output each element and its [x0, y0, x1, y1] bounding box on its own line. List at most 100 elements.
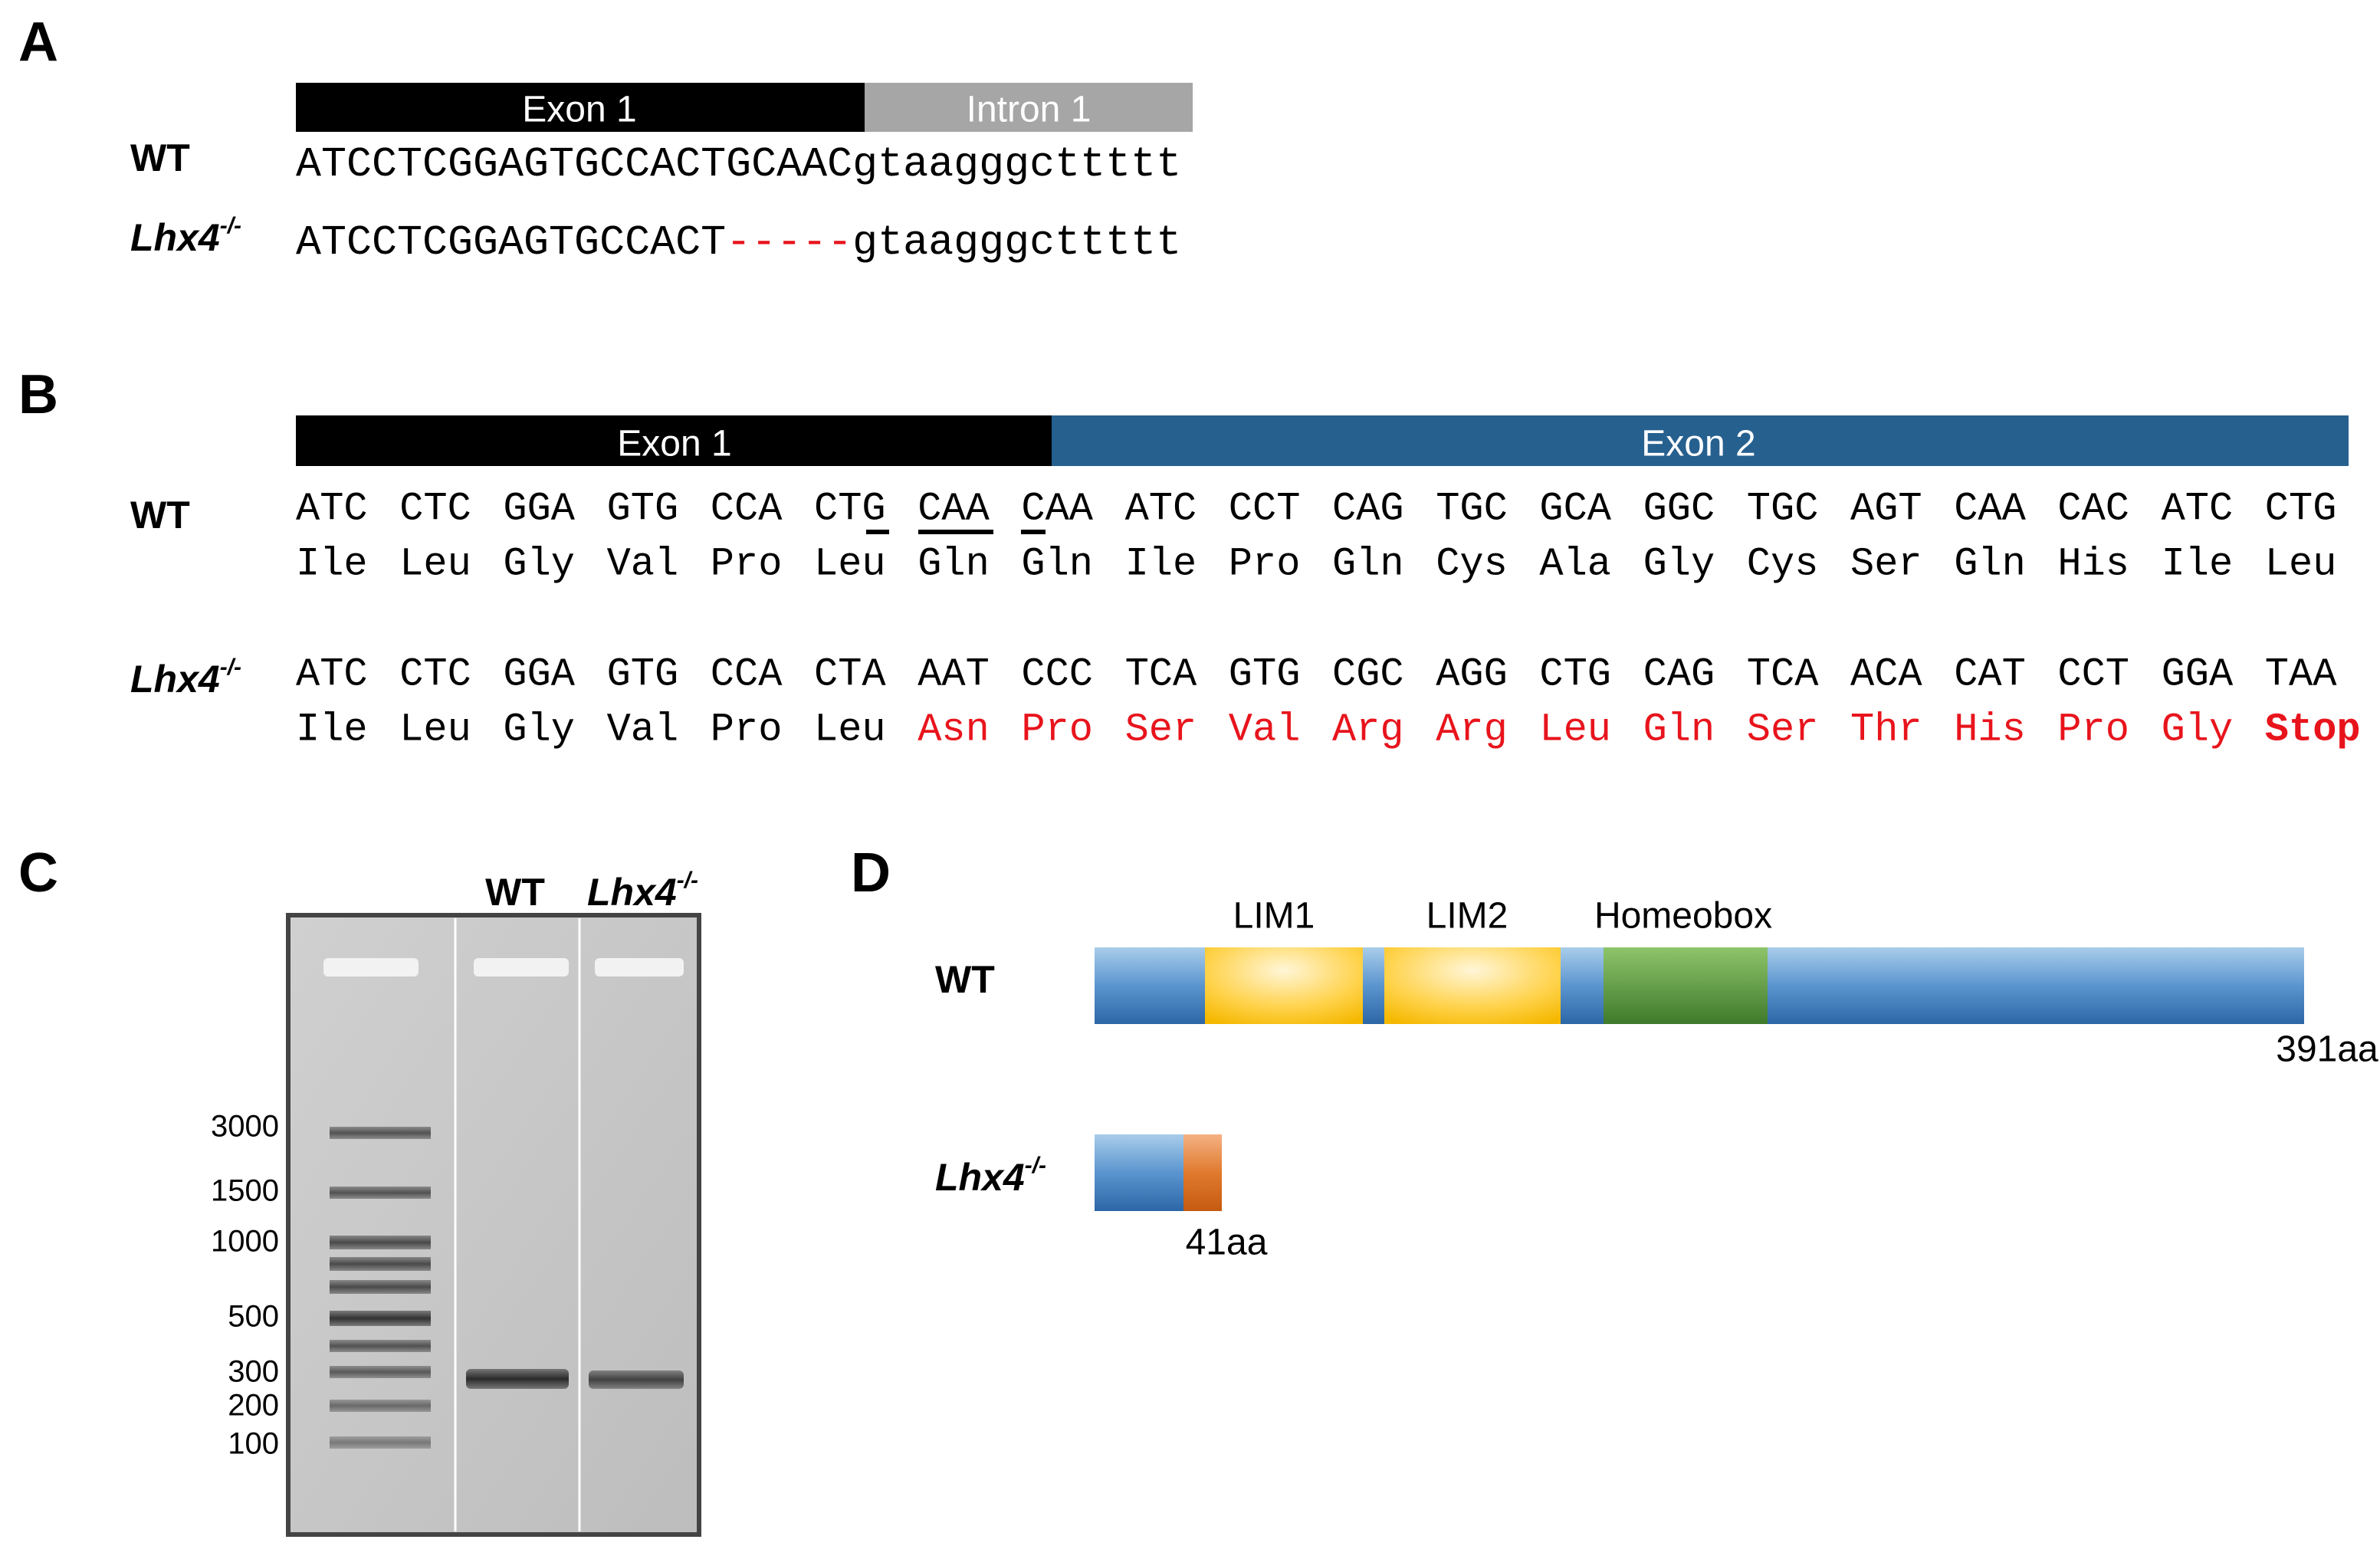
amino-acid: Ile [296, 542, 368, 587]
homeobox-domain [1604, 947, 1768, 1024]
amino-acid: Ala [1539, 542, 1611, 587]
amino-acid: Gln [918, 542, 990, 587]
lane-label: WT [485, 871, 545, 914]
ladder-band [330, 1280, 431, 1294]
gene: Lhx4 [587, 871, 677, 914]
amino-acid: Pro [1229, 542, 1301, 587]
gene: Lhx4 [130, 658, 220, 701]
codon: CCC [1021, 652, 1093, 698]
codon: GGA [503, 487, 575, 532]
intron-bar [865, 83, 1193, 132]
gene: Lhx4 [935, 1156, 1025, 1199]
codon: CAA [918, 487, 990, 532]
amino-acid: Leu [1539, 707, 1611, 753]
amino-acid: Ser [1747, 707, 1819, 753]
amino-acid: Ile [296, 707, 368, 753]
amino-acid: His [1954, 707, 2026, 753]
ladder-label: 1000 [211, 1225, 279, 1259]
codon: CCA [711, 652, 783, 698]
amino-acid: Leu [814, 542, 886, 587]
ladder-band [330, 1257, 431, 1271]
ladder-label: 300 [228, 1355, 279, 1389]
pcr-band [589, 1370, 684, 1389]
amino-acid: Cys [1436, 542, 1508, 587]
amino-acid: Gln [1643, 707, 1715, 753]
codon: AGG [1436, 652, 1508, 698]
amino-acid: Pro [1021, 707, 1093, 753]
exon-label: Exon 1 [617, 424, 731, 464]
amino-acid: Ile [2162, 542, 2234, 587]
exon1-bar [296, 415, 1052, 466]
ladder-band [330, 1187, 431, 1199]
codon: GGA [503, 652, 575, 698]
ladder-label: 1500 [211, 1174, 279, 1208]
ladder-label: 3000 [211, 1110, 279, 1144]
ladder-band [330, 1340, 431, 1352]
domain-label: Homeobox [1594, 896, 1772, 937]
codon: CAC [2057, 487, 2129, 532]
amino-acid: Gly [1643, 542, 1715, 587]
codon: TGC [1436, 487, 1508, 532]
exon-label: Exon 2 [1641, 424, 1755, 464]
codon: CCA [711, 487, 783, 532]
deletion: ----- [726, 218, 852, 267]
amino-acid: Gln [1954, 542, 2026, 587]
exon-bar [296, 83, 865, 132]
codon: CCT [1229, 487, 1301, 532]
amino-acid: Ser [1850, 542, 1922, 587]
domain-label: LIM2 [1426, 896, 1508, 937]
length-label: 41aa [1186, 1223, 1268, 1263]
ladder [330, 1127, 431, 1449]
codon: CTG [1539, 652, 1611, 698]
amino-acid: Leu [399, 707, 471, 753]
ladder-band [330, 1366, 431, 1378]
panel-letter: D [851, 842, 891, 904]
amino-acid: Arg [1436, 707, 1508, 753]
codon: ATC [296, 652, 368, 698]
amino-acid: Pro [711, 707, 783, 753]
codon: GGC [1643, 487, 1715, 532]
genotype: -/- [677, 868, 698, 893]
codon: TGC [1747, 487, 1819, 532]
codon: CTA [814, 652, 886, 698]
amino-acid: Asn [918, 707, 990, 753]
amino-acid: Val [607, 542, 679, 587]
intron-seq: gtaagggcttttt [852, 218, 1181, 267]
pcr-band [466, 1369, 569, 1389]
mut-sequence: ATCCTCGGAGTGCCACT-----gtaagggcttttt [296, 218, 1181, 267]
codon: CTG [2265, 487, 2337, 532]
amino-acid: Gln [1332, 542, 1404, 587]
amino-acid: Stop [2265, 707, 2361, 753]
ladder-band [330, 1127, 431, 1139]
codon: CAG [1332, 487, 1404, 532]
gel [286, 913, 701, 1537]
codon: CAT [1954, 652, 2026, 698]
ladder-band [330, 1236, 431, 1249]
intron-label: Intron 1 [967, 90, 1092, 130]
codon: AAT [918, 652, 990, 698]
codon: GCA [1539, 487, 1611, 532]
ladder-label: 200 [228, 1389, 279, 1423]
exon-label: Exon 1 [522, 90, 636, 130]
well [595, 958, 684, 977]
amino-acid: His [2057, 542, 2129, 587]
codon: CCT [2057, 652, 2129, 698]
codon: TCA [1125, 652, 1197, 698]
genotype: -/- [220, 213, 241, 238]
frameshift-segment [1183, 1134, 1222, 1211]
amino-acid: Pro [2057, 707, 2129, 753]
codon: CTG [814, 487, 886, 532]
amino-acid: Val [1229, 707, 1301, 753]
codon: GTG [607, 652, 679, 698]
length-label: 391aa [2276, 1029, 2378, 1070]
amino-acid: Ser [1125, 707, 1197, 753]
codon: ACA [1850, 652, 1922, 698]
codon: CTC [399, 652, 471, 698]
wt-sequence: ATCCTCGGAGTGCCACTGCAACgtaagggcttttt [296, 140, 1181, 189]
well [323, 958, 419, 977]
wt-label: WT [130, 494, 190, 537]
panel-letter: A [18, 11, 58, 73]
codon: CGC [1332, 652, 1404, 698]
